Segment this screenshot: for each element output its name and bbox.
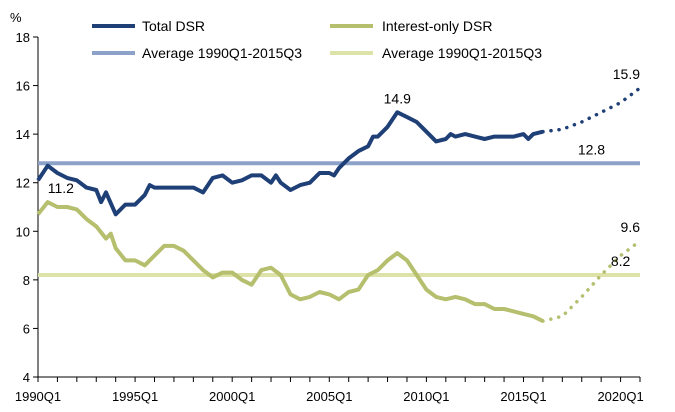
series-line-total-dsr-forecast [541, 86, 642, 134]
y-tick-label: 14 [16, 127, 30, 142]
data-label: 14.9 [384, 90, 411, 106]
annotations: 11.2 14.9 15.9 12.8 9.6 8.2 [48, 66, 641, 269]
axes: % [10, 10, 640, 378]
x-tick-label: 2015Q1 [500, 389, 546, 404]
y-axis-unit-label: % [10, 10, 22, 25]
series-line-interest-only-dsr-forecast [541, 239, 642, 323]
x-tick-label: 2005Q1 [306, 389, 352, 404]
series-line-total-dsr [36, 110, 544, 217]
y-tick-label: 10 [16, 224, 30, 239]
y-ticks: 4 6 8 10 12 14 16 18 [16, 30, 38, 385]
x-tick-label: 1995Q1 [112, 389, 158, 404]
data-label: 15.9 [613, 66, 640, 82]
y-tick-label: 4 [23, 370, 30, 385]
data-label: 8.2 [611, 253, 631, 269]
y-tick-label: 12 [16, 176, 30, 191]
x-tick-label: 2020Q1 [597, 389, 643, 404]
legend: Total DSR Average 1990Q1-2015Q3 Interest… [92, 18, 542, 61]
x-tick-label: 2010Q1 [403, 389, 449, 404]
x-tick-label: 2000Q1 [209, 389, 255, 404]
y-tick-label: 16 [16, 79, 30, 94]
data-label: 12.8 [578, 141, 605, 157]
x-ticks: 1990Q1 1995Q1 2000Q1 2005Q1 2010Q1 2015Q1 2020… [15, 377, 644, 404]
y-tick-label: 18 [16, 30, 30, 45]
legend-label-interest-only-dsr: Interest-only DSR [382, 18, 492, 34]
y-tick-label: 6 [23, 321, 30, 336]
average-lines [38, 161, 640, 277]
y-tick-label: 8 [23, 273, 30, 288]
legend-label-interest-only-average: Average 1990Q1-2015Q3 [382, 45, 542, 61]
data-label: 9.6 [621, 219, 641, 235]
legend-label-total-dsr: Total DSR [142, 18, 205, 34]
series-line-interest-only-dsr [36, 200, 544, 323]
x-tick-label: 1990Q1 [15, 389, 61, 404]
series-lines [36, 86, 642, 323]
legend-label-total-average: Average 1990Q1-2015Q3 [142, 45, 302, 61]
data-label: 11.2 [48, 180, 74, 196]
